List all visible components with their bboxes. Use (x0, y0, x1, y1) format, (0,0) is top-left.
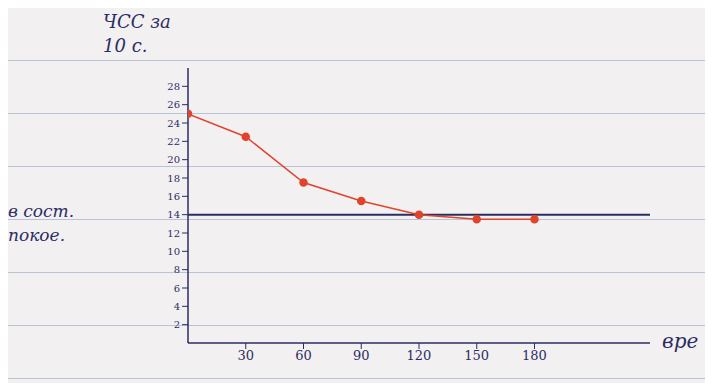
svg-text:30: 30 (237, 348, 254, 363)
svg-text:4: 4 (174, 301, 180, 312)
html-text:ЧСС за 10 с.: ЧСС за 10 с. (103, 11, 171, 56)
svg-text:2: 2 (174, 319, 180, 330)
html-text:вре: вре (662, 329, 699, 353)
svg-text:28: 28 (167, 81, 180, 92)
svg-text:24: 24 (167, 118, 180, 129)
svg-text:8: 8 (174, 264, 180, 275)
svg-text:22: 22 (167, 136, 180, 147)
svg-text:6: 6 (174, 283, 180, 294)
svg-text:10: 10 (167, 246, 180, 257)
svg-text:180: 180 (522, 348, 547, 363)
svg-text:26: 26 (167, 99, 180, 110)
svg-text:60: 60 (295, 348, 312, 363)
svg-text:20: 20 (167, 154, 180, 165)
svg-text:12: 12 (167, 228, 180, 239)
svg-text:14: 14 (167, 209, 180, 220)
svg-text:16: 16 (167, 191, 180, 202)
svg-text:18: 18 (167, 173, 180, 184)
html-text:в сост. покое.: в сост. покое. (8, 200, 75, 245)
svg-text:120: 120 (407, 348, 432, 363)
svg-text:150: 150 (464, 348, 489, 363)
svg-text:90: 90 (353, 348, 370, 363)
